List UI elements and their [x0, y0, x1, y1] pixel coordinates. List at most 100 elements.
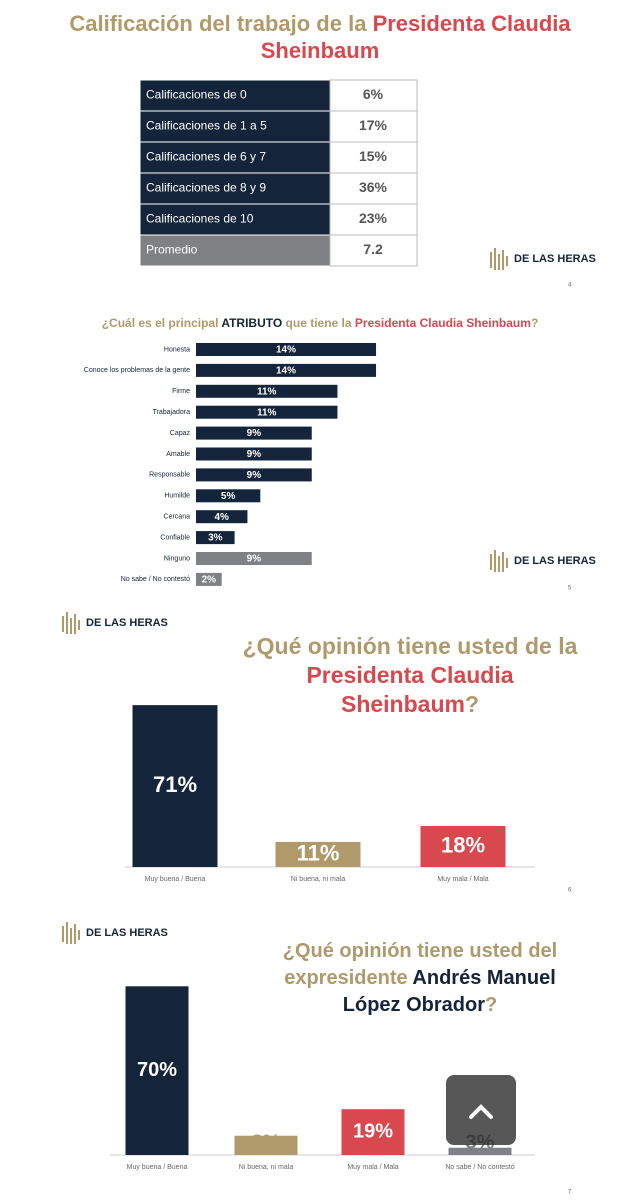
bar — [448, 1147, 512, 1155]
logo-icon-bar — [74, 614, 76, 634]
value-label: 70% — [137, 1059, 177, 1081]
value-label: 18% — [441, 832, 485, 857]
category-label: Confiable — [160, 534, 190, 541]
logo-icon-bar — [62, 926, 64, 942]
bar — [234, 1135, 298, 1155]
title-part: ¿Qué opinión tiene usted de la — [242, 633, 578, 659]
row-value: 23% — [359, 210, 388, 226]
category-label: Honesta — [164, 346, 190, 353]
bar — [420, 825, 506, 867]
logo-icon-bar — [74, 924, 76, 944]
row-label: Calificaciones de 8 y 9 — [146, 181, 266, 195]
title-part: ? — [464, 691, 480, 717]
bar — [196, 363, 377, 377]
table-cell — [329, 234, 418, 267]
row-label: Calificaciones de 0 — [146, 88, 247, 102]
table-cell — [329, 110, 418, 143]
category-label: Conoce los problemas de la gente — [84, 367, 190, 374]
value-label: 9% — [247, 554, 262, 565]
row-label: Promedio — [146, 243, 198, 257]
category-label: Firme — [172, 388, 190, 395]
logo-icon-bar — [70, 618, 72, 634]
category-label: Humilde — [164, 493, 190, 500]
logo-icon-bar — [498, 556, 500, 572]
category-label: Muy mala / Mala — [437, 876, 488, 883]
value-label: 9% — [247, 428, 262, 439]
row-value: 36% — [359, 179, 388, 195]
bar — [196, 343, 377, 356]
category-label: Ni buena, ni mala — [291, 876, 346, 883]
bar — [196, 384, 338, 398]
title-part: ATRIBUTO — [221, 316, 283, 330]
page-number: 7 — [568, 1190, 572, 1196]
value-label: 11% — [297, 840, 340, 865]
value-label: 3% — [208, 533, 223, 544]
row-label: Calificaciones de 10 — [146, 212, 254, 226]
chart-title: ¿Cuál es el principal ATRIBUTO que tiene… — [40, 316, 600, 330]
title-part: que tiene la — [282, 316, 355, 330]
logo-text: DE LAS HERAS — [86, 927, 168, 939]
category-label: Trabajadora — [153, 409, 191, 416]
logo-icon-bar — [62, 616, 64, 632]
title-part: ? — [530, 316, 539, 330]
table-cell — [329, 172, 418, 205]
logo-icon-bar — [506, 558, 508, 568]
logo-icon-bar — [66, 612, 68, 634]
category-label: Ninguno — [164, 555, 190, 562]
bar — [196, 510, 248, 524]
row-value: 6% — [363, 86, 384, 102]
category-label: Responsable — [149, 472, 190, 479]
bar — [196, 447, 312, 461]
bar — [341, 1109, 405, 1155]
bar — [196, 552, 312, 565]
title-part: ¿Qué opinión tiene usted del expresident… — [282, 940, 558, 989]
logo-text: DE LAS HERAS — [514, 253, 596, 265]
bar — [196, 426, 312, 440]
logo-text: DE LAS HERAS — [514, 555, 596, 567]
category-label: Muy mala / Mala — [347, 1164, 398, 1171]
value-label: 11% — [257, 386, 277, 397]
value-label: 8% — [252, 1131, 281, 1153]
row-label: Calificaciones de 6 y 7 — [146, 150, 266, 164]
title-part: Calificación del trabajo de la — [69, 11, 373, 36]
value-label: 4% — [214, 512, 229, 523]
logo-icon-bar — [502, 250, 504, 270]
bar — [132, 705, 218, 867]
value-label: 5% — [221, 491, 236, 502]
category-label: No sabe / No contestó — [121, 576, 190, 583]
chart-title: ¿Qué opinión tiene usted del expresident… — [280, 938, 560, 1019]
bar — [196, 531, 235, 545]
title-part: ? — [485, 994, 498, 1016]
scroll-up-button[interactable] — [446, 1075, 516, 1145]
bar — [125, 986, 189, 1155]
logo-icon-bar — [66, 922, 68, 944]
logo-icon-bar — [490, 252, 492, 268]
value-label: 14% — [276, 345, 296, 356]
category-label: No sabe / No contestó — [445, 1164, 514, 1171]
value-label: 14% — [276, 366, 296, 377]
category-label: Amable — [166, 451, 190, 458]
table-cell — [329, 203, 418, 236]
category-label: Muy buena / Buena — [127, 1164, 188, 1171]
value-label: 2% — [202, 575, 217, 586]
logo-icon-bar — [78, 930, 80, 940]
chevron-icon — [469, 1104, 493, 1119]
category-label: Muy buena / Buena — [145, 876, 206, 883]
row-value: 15% — [359, 148, 388, 164]
logo: DE LAS HERAS — [490, 550, 596, 572]
title-part: Presidenta Claudia Sheinbaum — [354, 316, 531, 330]
title-part: Andrés Manuel López Obrador — [342, 967, 556, 1016]
value-label: 9% — [247, 470, 262, 481]
logo-icon-bar — [78, 620, 80, 630]
table-cell — [139, 110, 331, 143]
title-part: Presidenta Claudia Sheinbaum — [306, 662, 514, 717]
table-title: Calificación del trabajo de la President… — [60, 10, 580, 64]
logo-icon-bar — [494, 248, 496, 270]
page-number: 5 — [568, 586, 572, 592]
logo: DE LAS HERAS — [62, 612, 168, 634]
bar — [196, 572, 222, 586]
logo-text: DE LAS HERAS — [86, 617, 168, 629]
logo-icon-bar — [506, 256, 508, 266]
